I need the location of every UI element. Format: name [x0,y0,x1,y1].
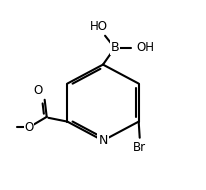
Text: O: O [34,84,43,97]
Text: HO: HO [90,20,108,33]
Text: N: N [98,134,108,147]
Text: B: B [111,41,120,54]
Text: Br: Br [133,141,146,154]
Text: O: O [24,121,33,134]
Text: OH: OH [136,41,154,54]
